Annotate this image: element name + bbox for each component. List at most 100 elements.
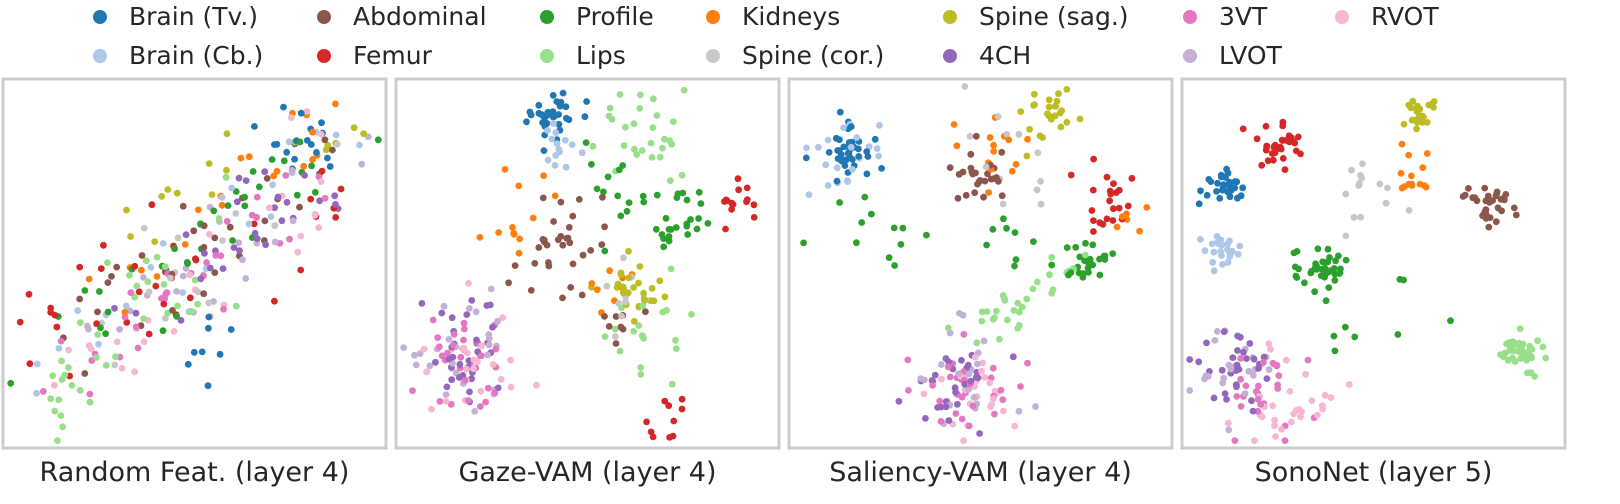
scatter-point bbox=[1081, 251, 1089, 259]
scatter-point bbox=[1242, 382, 1250, 390]
scatter-point bbox=[316, 197, 323, 205]
scatter-point bbox=[1226, 237, 1233, 245]
scatter-point bbox=[974, 374, 982, 382]
scatter-point bbox=[620, 142, 628, 149]
scatter-point bbox=[695, 215, 702, 222]
scatter-point bbox=[1423, 150, 1431, 157]
scatter-point bbox=[332, 100, 339, 108]
scatter-point bbox=[1234, 194, 1241, 202]
scatter-point bbox=[51, 311, 59, 319]
scatter-point bbox=[261, 217, 269, 225]
scatter-point bbox=[77, 319, 84, 326]
scatter-point bbox=[544, 156, 552, 164]
scatter-point bbox=[182, 231, 190, 239]
scatter-point bbox=[1400, 120, 1408, 128]
scatter-point bbox=[1241, 390, 1249, 397]
scatter-point bbox=[1090, 155, 1097, 163]
scatter-point bbox=[233, 198, 241, 206]
scatter-point bbox=[1461, 191, 1469, 199]
scatter-point bbox=[1260, 359, 1267, 366]
scatter-point bbox=[164, 186, 172, 193]
scatter-point bbox=[232, 210, 240, 217]
scatter-point bbox=[630, 284, 637, 291]
scatter-point bbox=[600, 188, 607, 196]
scatter-point bbox=[952, 410, 960, 417]
scatter-point bbox=[1224, 169, 1232, 177]
scatter-point bbox=[891, 262, 898, 269]
scatter-point bbox=[1291, 263, 1299, 271]
scatter-point bbox=[186, 294, 194, 302]
scatter-point bbox=[750, 214, 758, 221]
scatter-point bbox=[1234, 347, 1241, 354]
scatter-point bbox=[53, 323, 61, 331]
scatter-point bbox=[1014, 299, 1022, 307]
legend-item: Brain (Tv.) bbox=[93, 0, 258, 34]
scatter-point bbox=[1419, 118, 1426, 126]
scatter-point bbox=[661, 135, 668, 143]
scatter-point bbox=[636, 263, 644, 270]
scatter-point bbox=[1319, 402, 1326, 410]
scatter-point bbox=[1224, 188, 1232, 196]
scatter-point bbox=[1003, 130, 1011, 138]
scatter-point bbox=[987, 403, 994, 411]
scatter-point bbox=[1265, 366, 1273, 373]
scatter-point bbox=[556, 102, 564, 110]
scatter-point bbox=[94, 331, 102, 338]
scatter-point bbox=[990, 141, 997, 149]
scatter-point bbox=[956, 310, 963, 317]
scatter-point bbox=[473, 336, 480, 344]
scatter-point bbox=[140, 315, 148, 323]
scatter-point bbox=[428, 405, 435, 413]
scatter-point bbox=[1005, 136, 1013, 144]
scatter-point bbox=[1382, 199, 1390, 207]
scatter-point bbox=[47, 395, 54, 403]
scatter-point bbox=[981, 177, 989, 185]
scatter-point bbox=[468, 297, 476, 304]
scatter-point bbox=[617, 271, 625, 278]
scatter-point bbox=[1058, 107, 1066, 114]
scatter-point bbox=[986, 134, 994, 141]
scatter-point bbox=[868, 210, 875, 218]
scatter-point bbox=[969, 402, 977, 410]
scatter-point bbox=[945, 417, 953, 424]
scatter-point bbox=[1486, 214, 1494, 222]
scatter-point bbox=[485, 341, 493, 349]
scatter-point bbox=[127, 289, 135, 296]
scatter-point bbox=[637, 91, 644, 99]
scatter-point bbox=[598, 241, 606, 249]
scatter-point bbox=[1302, 370, 1310, 378]
scatter-point bbox=[936, 397, 944, 405]
scatter-point bbox=[619, 283, 627, 291]
legend-item: RVOT bbox=[1335, 0, 1439, 34]
scatter-point bbox=[250, 220, 258, 228]
scatter-point bbox=[1216, 194, 1224, 202]
scatter-point bbox=[294, 248, 302, 256]
scatter-point bbox=[601, 333, 609, 340]
scatter-point bbox=[509, 224, 516, 231]
scatter-point bbox=[311, 188, 319, 196]
scatter-point bbox=[501, 166, 509, 173]
scatter-point bbox=[1254, 396, 1262, 403]
scatter-point bbox=[555, 120, 563, 128]
scatter-point bbox=[186, 271, 194, 279]
scatter-point bbox=[1531, 373, 1539, 380]
scatter-point bbox=[212, 252, 220, 259]
scatter-point bbox=[112, 353, 119, 360]
scatter-point bbox=[200, 222, 208, 230]
scatter-point bbox=[287, 114, 295, 121]
scatter-point bbox=[606, 104, 614, 112]
scatter-point bbox=[1101, 252, 1109, 260]
scatter-point bbox=[1279, 118, 1287, 126]
scatter-point bbox=[108, 273, 115, 280]
legend-marker bbox=[1183, 49, 1197, 63]
scatter-point bbox=[438, 309, 446, 317]
legend-label: 3VT bbox=[1219, 2, 1268, 31]
scatter-point bbox=[615, 166, 623, 174]
scatter-point bbox=[1197, 236, 1204, 243]
scatter-point bbox=[470, 365, 477, 372]
scatter-point bbox=[606, 267, 613, 275]
scatter-point bbox=[1251, 437, 1258, 444]
legend-item: Lips bbox=[540, 39, 626, 73]
scatter-point bbox=[309, 156, 316, 163]
scatter-point bbox=[241, 202, 249, 210]
